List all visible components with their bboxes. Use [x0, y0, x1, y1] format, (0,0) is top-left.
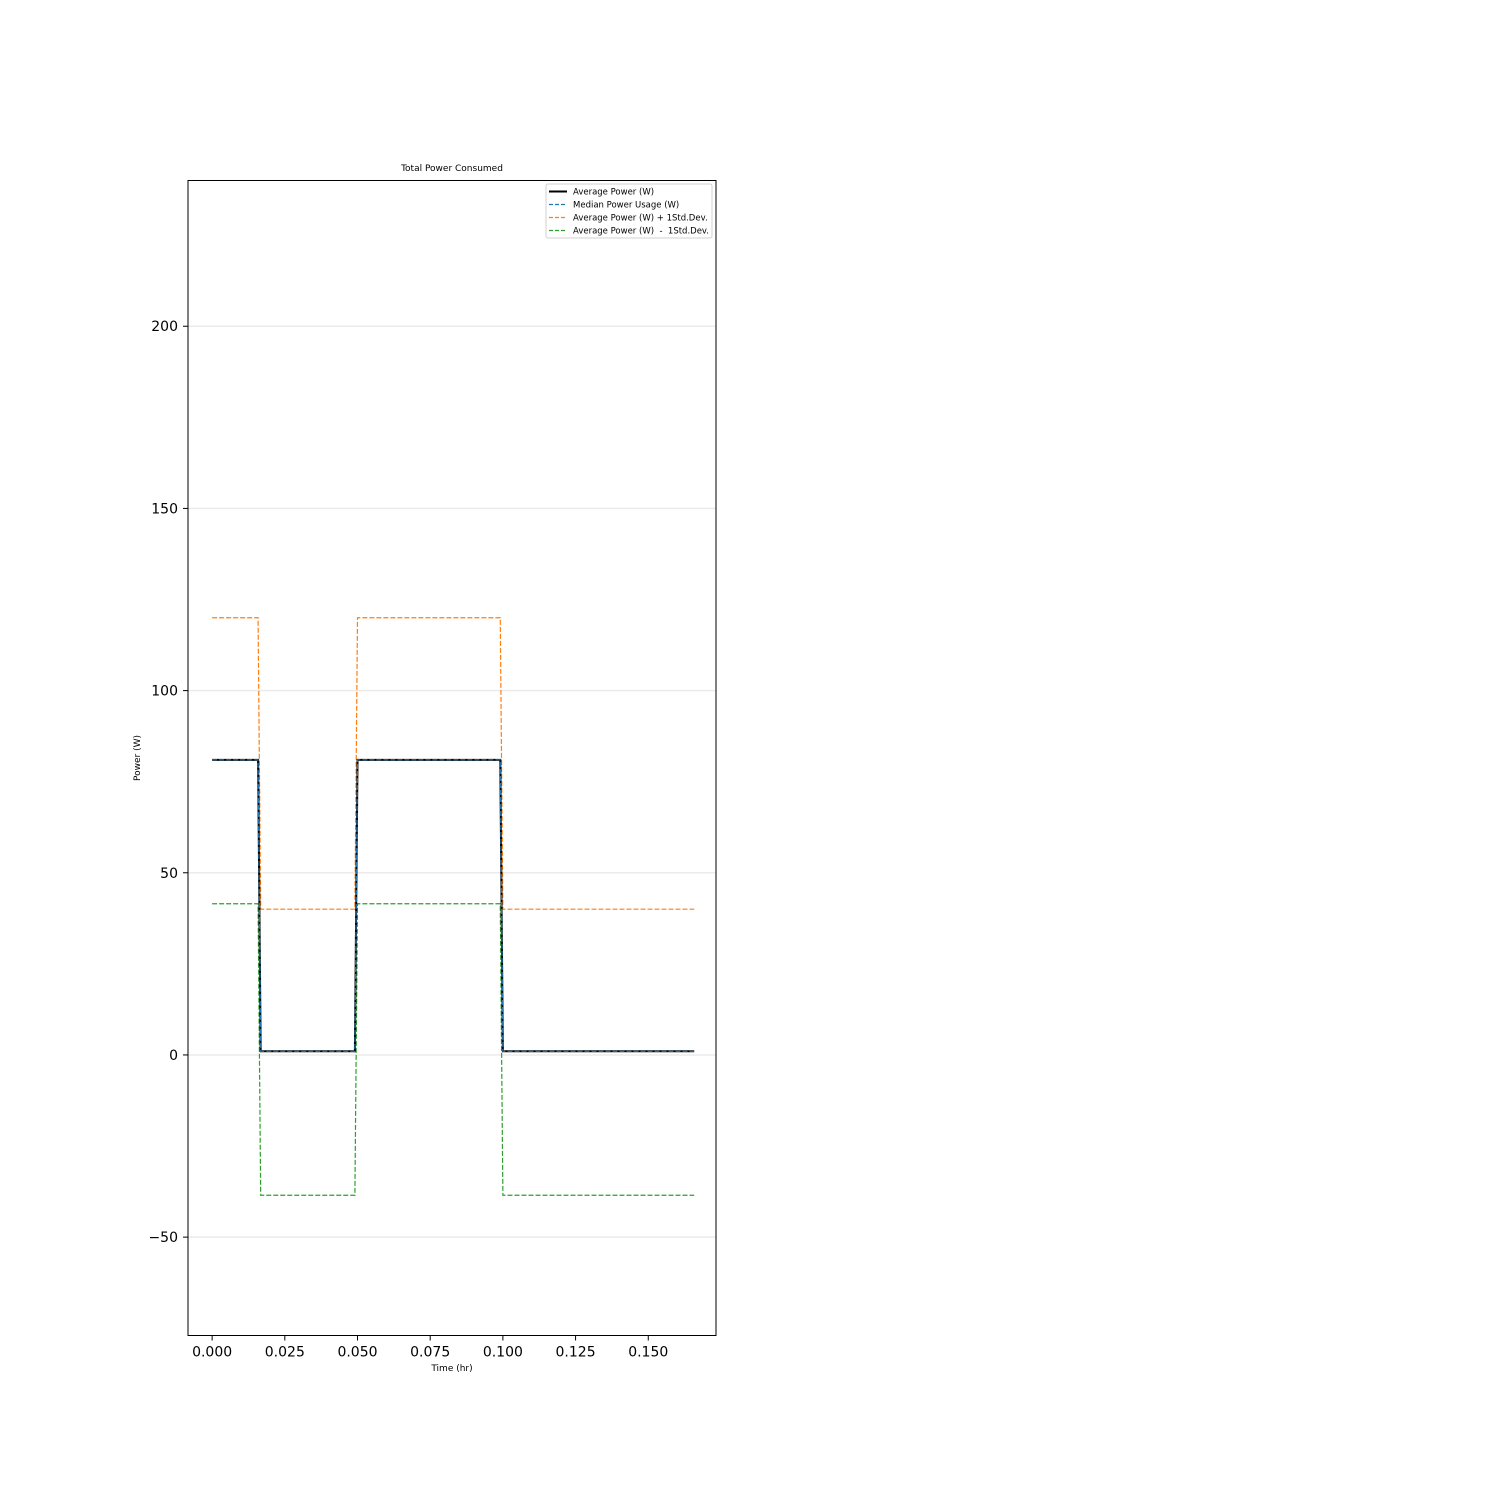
y-tick-label: 200	[151, 319, 178, 335]
legend-label: Average Power (W) - 1Std.Dev.	[573, 227, 709, 237]
y-tick-label: 0	[169, 1048, 178, 1064]
series-line-1	[212, 758, 695, 1053]
chart-title: Total Power Consumed	[400, 164, 503, 174]
x-tick-label: 0.025	[265, 1345, 305, 1361]
grid	[188, 325, 716, 1238]
x-axis-label: Time (hr)	[430, 1364, 472, 1374]
legend-box	[545, 183, 713, 239]
legend: Average Power (W) Median Power Usage (W) A…	[545, 183, 713, 239]
legend-label: Median Power Usage (W)	[573, 201, 679, 211]
x-tick-label: 0.050	[337, 1345, 377, 1361]
y-axis-label: Power (W)	[133, 735, 143, 781]
y-axis: −50 0 50 100 150 200	[148, 319, 188, 1246]
legend-label: Average Power (W) + 1Std.Dev.	[573, 214, 708, 224]
x-tick-label: 0.125	[556, 1345, 596, 1361]
x-tick-label: 0.100	[483, 1345, 523, 1361]
series-lines	[212, 617, 695, 1196]
plot-frame	[187, 180, 717, 1336]
x-tick-label: 0.000	[192, 1345, 232, 1361]
x-tick-label: 0.150	[628, 1345, 668, 1361]
y-tick-label: 50	[160, 866, 178, 882]
series-line-4	[212, 903, 695, 1196]
series-line-2	[212, 759, 695, 1052]
y-tick-label: 100	[151, 684, 178, 700]
y-tick-label: −50	[148, 1230, 178, 1246]
legend-label: Average Power (W)	[573, 188, 654, 198]
y-tick-label: 150	[151, 501, 178, 517]
x-tick-label: 0.075	[410, 1345, 450, 1361]
x-axis: 0.000 0.025 0.050 0.075 0.100 0.125 0.150	[192, 1335, 668, 1361]
series-line-3	[212, 617, 695, 910]
